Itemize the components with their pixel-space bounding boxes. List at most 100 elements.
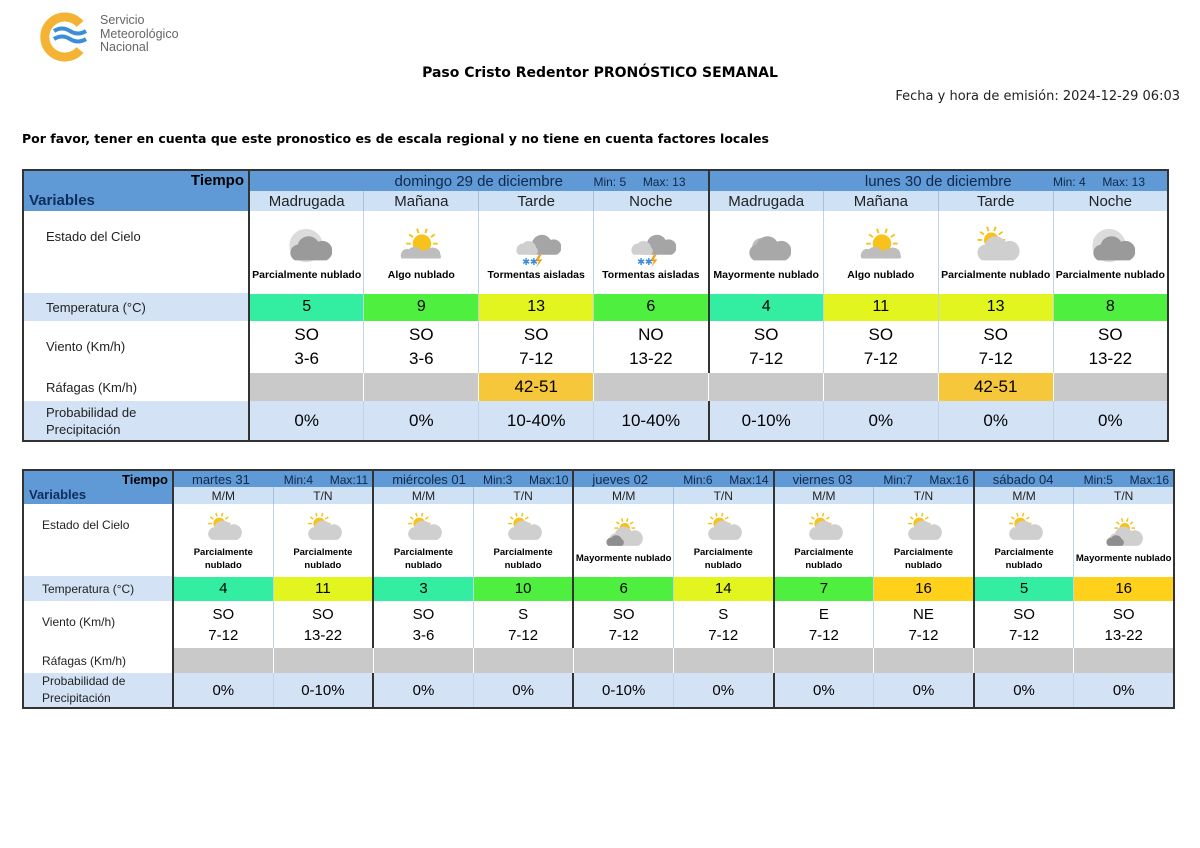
period-header: Madrugada bbox=[707, 191, 824, 211]
wind-cell: NO 13-22 bbox=[593, 321, 709, 373]
temperature-cell: 6 bbox=[572, 575, 674, 601]
sky-description: Algo nublado bbox=[387, 269, 455, 282]
wind-direction: SO bbox=[753, 325, 779, 344]
wind-speed: 7-12 bbox=[1009, 626, 1040, 644]
period-header: T/N bbox=[1073, 487, 1174, 504]
sky-description: Tormentas aisladas bbox=[602, 269, 700, 282]
row-label-temperature: Temperatura (°C) bbox=[23, 576, 174, 601]
sky-description: Mayormente nublado bbox=[713, 269, 819, 282]
precipitation-cell: 0% bbox=[972, 673, 1074, 708]
day-header: sábado 04 Min:5 Max:16 bbox=[972, 470, 1174, 487]
wind-speed: 7-12 bbox=[749, 349, 784, 368]
row-label-temperature: Temperatura (°C) bbox=[23, 293, 250, 321]
wind-cell: NE 7-12 bbox=[873, 601, 974, 648]
precipitation-cell: 0% bbox=[1052, 401, 1168, 441]
temperature-cell: 9 bbox=[363, 292, 479, 321]
partly-cloudy-icon bbox=[1009, 512, 1043, 540]
day-name: miércoles 01 bbox=[392, 471, 466, 487]
tiempo-label: Tiempo bbox=[122, 472, 168, 487]
wind-cell: SO 7-12 bbox=[707, 321, 824, 373]
wind-direction: E bbox=[818, 605, 829, 623]
precipitation-cell: 0% bbox=[873, 673, 974, 708]
wind-direction: SO bbox=[312, 605, 334, 623]
wind-direction: NO bbox=[638, 325, 664, 344]
precipitation-cell: 0% bbox=[472, 673, 574, 708]
svg-text:✱✱: ✱✱ bbox=[637, 257, 653, 267]
partly-cloudy-icon bbox=[977, 226, 1020, 261]
period-header: M/M bbox=[772, 487, 874, 504]
temperature-cell: 4 bbox=[707, 292, 824, 321]
sky-cell: ✱✱ Tormentas aisladas bbox=[478, 211, 594, 293]
sky-cell: ✱✱ Tormentas aisladas bbox=[593, 211, 709, 293]
gust-cell bbox=[272, 648, 374, 673]
mostly-cloudy-icon bbox=[606, 518, 643, 547]
gust-cell bbox=[572, 648, 674, 673]
wind-cell: SO 3-6 bbox=[248, 321, 364, 373]
logo-text: Servicio Meteorológico Nacional bbox=[100, 13, 179, 55]
temperature-cell: 7 bbox=[772, 575, 874, 601]
partly-cloudy-icon bbox=[908, 512, 943, 540]
sky-description: Parcialmente nublado bbox=[1055, 269, 1165, 282]
gust-cell bbox=[708, 373, 824, 401]
wind-speed: 7-12 bbox=[863, 349, 898, 368]
precipitation-cell: 0% bbox=[171, 673, 274, 708]
regional-notice: Por favor, tener en cuenta que este pron… bbox=[22, 131, 769, 146]
temperature-cell: 10 bbox=[472, 575, 574, 601]
day-min-max: Min:6 Max:14 bbox=[683, 473, 768, 487]
wind-cell: S 7-12 bbox=[472, 601, 574, 648]
sky-cell: Parcialmente nublado bbox=[772, 504, 874, 576]
day-name: domingo 29 de diciembre bbox=[394, 172, 563, 190]
sun-cloud-icon bbox=[401, 228, 442, 260]
precipitation-cell: 10-40% bbox=[593, 401, 709, 441]
wind-cell: SO 7-12 bbox=[937, 321, 1054, 373]
row-label-sky: Estado del Cielo bbox=[23, 504, 174, 576]
wind-direction: SO bbox=[612, 605, 635, 623]
sky-description: Parcialmente nublado bbox=[193, 546, 253, 571]
wind-direction: SO bbox=[1112, 605, 1135, 623]
precipitation-cell: 0% bbox=[772, 673, 874, 708]
day-max: Max:14 bbox=[729, 473, 769, 487]
period-header: M/M bbox=[572, 487, 674, 504]
temperature-cell: 6 bbox=[593, 292, 709, 321]
day-max: Max:16 bbox=[929, 473, 969, 487]
wind-direction: S bbox=[718, 605, 729, 623]
sky-cell: Parcialmente nublado bbox=[372, 504, 474, 576]
logo-line: Meteorológico bbox=[100, 26, 179, 41]
period-header: Tarde bbox=[478, 191, 594, 211]
moon-cloudy-icon bbox=[749, 236, 792, 261]
period-header: M/M bbox=[372, 487, 474, 504]
sky-description: Parcialmente nublado bbox=[941, 269, 1051, 282]
precipitation-cell: 0-10% bbox=[572, 673, 674, 708]
variables-label: Variables bbox=[29, 192, 95, 209]
precipitation-cell: 0% bbox=[248, 401, 364, 441]
sky-description: Tormentas aisladas bbox=[487, 269, 585, 282]
period-header: M/M bbox=[171, 487, 274, 504]
gust-cell bbox=[593, 373, 709, 401]
wind-cell: SO 3-6 bbox=[363, 321, 479, 373]
sky-description: Parcialmente nublado bbox=[994, 546, 1054, 571]
sky-cell: Algo nublado bbox=[822, 211, 939, 293]
gust-cell bbox=[672, 648, 774, 673]
wind-speed: 7-12 bbox=[808, 626, 839, 644]
logo-line: Servicio bbox=[100, 13, 145, 27]
temperature-cell: 11 bbox=[272, 575, 374, 601]
day-min-max: Min: 4 Max: 13 bbox=[1053, 175, 1145, 189]
wind-direction: SO bbox=[1098, 325, 1123, 344]
row-label-precipitation: Probabilidad de Precipitación bbox=[23, 401, 250, 441]
day-min: Min: 5 bbox=[593, 175, 627, 189]
wind-cell: SO 7-12 bbox=[572, 601, 674, 648]
sky-cell: Parcialmente nublado bbox=[171, 504, 274, 576]
wind-direction: SO bbox=[868, 325, 894, 344]
day-min-max: Min:5 Max:16 bbox=[1084, 473, 1169, 487]
mostly-cloudy-icon bbox=[1106, 518, 1143, 547]
wind-cell: E 7-12 bbox=[772, 601, 874, 648]
day-min: Min: 4 bbox=[1052, 175, 1086, 189]
row-label-precipitation: Probabilidad de Precipitación bbox=[23, 673, 174, 708]
sky-description: Parcialmente nublado bbox=[794, 546, 854, 571]
partly-cloudy-icon bbox=[809, 512, 843, 540]
gust-cell bbox=[773, 648, 874, 673]
wind-direction: SO bbox=[409, 325, 434, 344]
sky-description: Parcialmente nublado bbox=[893, 546, 954, 571]
temperature-cell: 5 bbox=[248, 292, 364, 321]
day-header: jueves 02 Min:6 Max:14 bbox=[572, 470, 774, 487]
